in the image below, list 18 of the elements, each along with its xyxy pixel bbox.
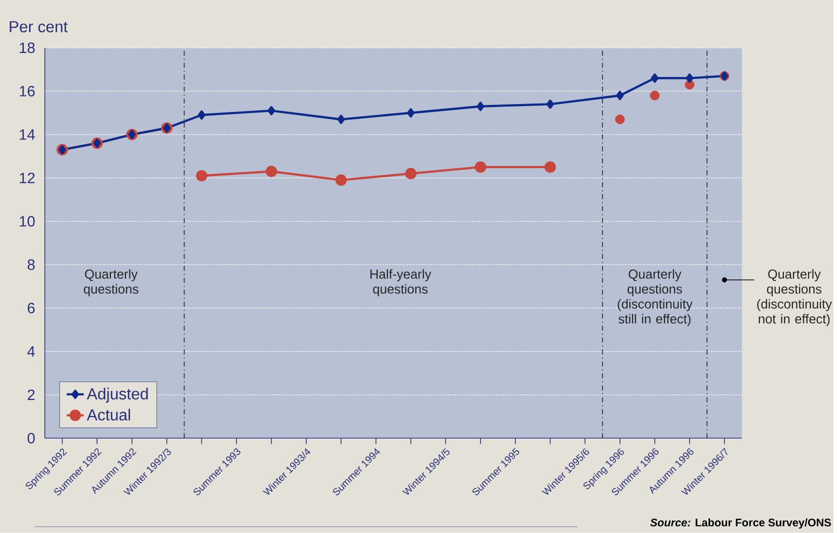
legend-label: Adjusted: [86, 388, 148, 403]
text: Quarterly questions (discontinuity not in effect): [757, 269, 832, 326]
y-tick-label: 4: [27, 346, 35, 357]
y-tick-label: 8: [28, 259, 35, 270]
y-axis-title: Per cent: [10, 21, 68, 32]
y-tick-label: 12: [20, 172, 35, 184]
annotation: Half-yearly questions: [370, 269, 432, 296]
y-tick-label: 0: [28, 432, 35, 444]
text: Source: Labour Force Survey/ONS: [650, 518, 831, 529]
legend-label: Actual: [86, 408, 130, 421]
y-tick-label: 2: [28, 390, 35, 400]
y-tick-label: 18: [20, 42, 35, 54]
y-tick-label: 16: [20, 86, 35, 97]
y-tick-label: 6: [28, 302, 35, 314]
y-tick-label: 10: [20, 216, 35, 227]
annotation: Quarterly questions (discontinuity still in effect): [618, 269, 693, 326]
y-tick-label: 14: [20, 130, 35, 140]
annotation: Quarterly questions: [84, 269, 138, 296]
